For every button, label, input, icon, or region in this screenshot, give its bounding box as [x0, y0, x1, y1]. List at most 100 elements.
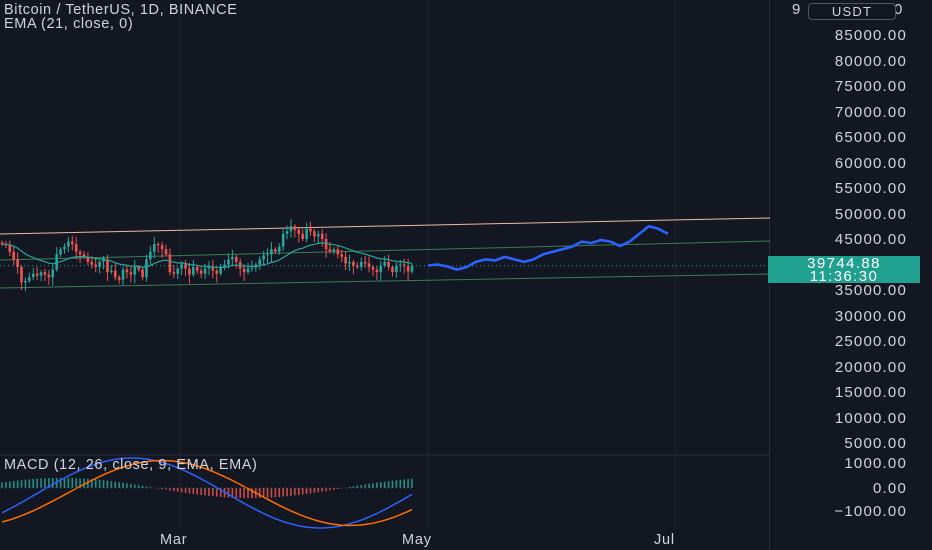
candle-body — [270, 249, 273, 255]
candle-body — [281, 233, 285, 247]
candle-body — [121, 269, 125, 280]
resistance-trendline — [0, 217, 771, 235]
candle-body — [398, 264, 402, 266]
ema-line — [1, 242, 413, 269]
candle-body — [258, 259, 262, 265]
price-tick-label: 65000.00 — [834, 129, 907, 146]
candle-body — [20, 267, 23, 283]
price-tick-label: 5000.00 — [844, 435, 907, 452]
candle-body — [246, 268, 250, 273]
candle-body — [332, 249, 336, 252]
time-label-mar: Mar — [160, 532, 188, 548]
candle-body — [262, 255, 265, 260]
candle-body — [133, 267, 137, 275]
candle-body — [344, 256, 347, 264]
price-tick-label: 85000.00 — [834, 27, 907, 44]
candle-body — [35, 273, 39, 276]
candle-body — [192, 267, 195, 275]
candle-body — [309, 228, 312, 232]
price-label-top-partial-right: 0 — [894, 1, 904, 18]
candle-body — [168, 254, 172, 273]
symbol-legend[interactable]: Bitcoin / TetherUS, 1D, BINANCE — [4, 2, 238, 18]
candle-body — [410, 265, 414, 272]
candle-body — [207, 267, 211, 269]
candle-body — [297, 229, 301, 234]
candle-body — [59, 249, 62, 255]
candle-body — [106, 259, 109, 273]
macd-tick-label: 1000.00 — [844, 455, 907, 472]
last-price-value: 39744.88 — [807, 255, 881, 272]
time-label-jul: Jul — [654, 532, 675, 548]
candle-body — [12, 251, 16, 260]
candle-body — [352, 261, 355, 266]
candle-body — [63, 246, 66, 250]
candle-body — [160, 245, 164, 250]
candle-body — [74, 244, 78, 252]
trend-lines[interactable] — [0, 217, 771, 289]
candle-body — [184, 264, 187, 269]
candle-body — [336, 249, 340, 255]
candle-body — [98, 261, 101, 268]
candle-body — [387, 261, 390, 268]
candle-body — [313, 231, 316, 237]
price-tick-label: 50000.00 — [834, 205, 907, 223]
candle-body — [363, 261, 367, 264]
price-tick-label: 55000.00 — [834, 180, 907, 197]
candle-body — [340, 254, 344, 257]
candle-body — [78, 251, 82, 255]
candle-body — [277, 246, 281, 252]
signal-line — [1, 459, 413, 527]
candle-body — [129, 272, 133, 275]
candle-body — [70, 241, 74, 245]
candle-body — [203, 268, 207, 274]
candle-body — [82, 254, 86, 257]
candle-body — [16, 259, 19, 268]
candle-body — [234, 256, 238, 262]
candle-body — [145, 259, 148, 278]
candle-body — [24, 280, 27, 283]
macd-tick-label: −1000.00 — [834, 503, 907, 520]
price-tick-label: 25000.00 — [834, 333, 907, 350]
candle-body — [8, 245, 12, 252]
candle-body — [383, 261, 386, 266]
projection-path[interactable] — [427, 225, 669, 271]
price-tick-label: 80000.00 — [834, 52, 907, 70]
candle-body — [301, 233, 304, 239]
candle-body — [356, 265, 359, 268]
candle-body — [316, 233, 320, 237]
candle-body — [250, 267, 254, 269]
price-tick-label: 45000.00 — [834, 231, 907, 248]
candle-body — [195, 267, 199, 271]
candle-body — [141, 269, 144, 278]
price-label-top-partial: 9 — [792, 1, 802, 18]
currency-button[interactable]: USDT — [808, 3, 896, 20]
ema-legend[interactable]: EMA (21, close, 0) — [4, 16, 134, 32]
price-tick-label: 20000.00 — [834, 358, 907, 376]
candle-body — [215, 270, 219, 274]
candle-body — [199, 270, 203, 274]
countdown-timer: 11:36:30 — [809, 268, 879, 285]
price-tick-label: 35000.00 — [834, 282, 907, 299]
candle-body — [320, 233, 324, 239]
candle-body — [231, 256, 234, 260]
candle-body — [90, 261, 94, 265]
candle-body — [43, 272, 47, 275]
candle-body — [137, 267, 140, 270]
macd-legend[interactable]: MACD (12, 26, close, 9, EMA, EMA) — [4, 457, 258, 473]
candle-body — [51, 269, 55, 278]
candle-body — [152, 244, 156, 252]
channel-line-lower — [0, 273, 771, 289]
candle-body — [289, 226, 293, 232]
candle-body — [395, 265, 398, 273]
candle-body — [113, 270, 117, 278]
candle-body — [274, 249, 277, 252]
candle-body — [110, 270, 113, 273]
candle-body — [211, 267, 215, 271]
candle-body — [39, 272, 43, 276]
candle-body — [67, 241, 70, 247]
candle-body — [86, 256, 90, 262]
price-tick-label: 15000.00 — [834, 384, 907, 401]
macd-pane — [0, 457, 415, 529]
candle-body — [31, 273, 35, 278]
